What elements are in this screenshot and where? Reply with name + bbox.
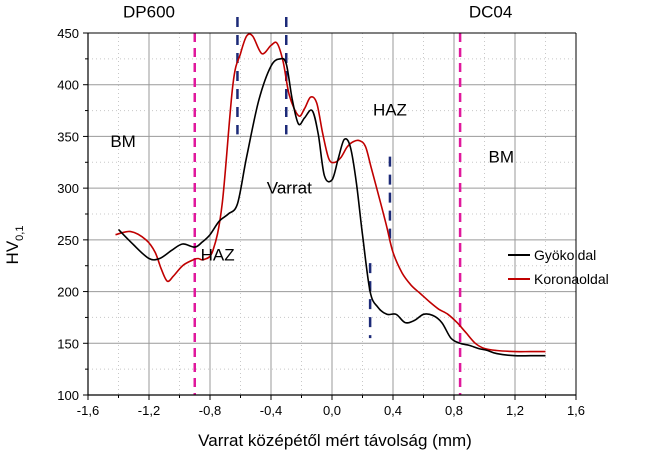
annotation-label: DC04 (469, 2, 512, 21)
y-axis-label-main: HV (3, 240, 22, 264)
series-line-koronaoldal (115, 33, 546, 353)
annotation-label: HAZ (201, 246, 235, 265)
x-tick-label: -1,2 (138, 403, 160, 418)
y-axis-label: HV0,1 (3, 226, 26, 265)
annotations: DP600 DC04 BM BM HAZ HAZ Varrat (110, 2, 514, 264)
y-tick-label: 250 (57, 233, 79, 248)
x-tick-label: -0,8 (199, 403, 221, 418)
y-tick-label: 300 (57, 181, 79, 196)
x-tick-label: 1,2 (506, 403, 524, 418)
legend: Gyökoldal Koronaoldal (508, 247, 609, 287)
legend-label: Gyökoldal (534, 247, 596, 263)
annotation-label: Varrat (267, 178, 312, 197)
annotation-label: BM (110, 132, 136, 151)
x-tick-label: 0,0 (323, 403, 341, 418)
axes (83, 32, 577, 400)
legend-label: Koronaoldal (534, 271, 609, 287)
annotation-label: DP600 (123, 2, 175, 21)
y-tick-label: 150 (57, 336, 79, 351)
x-tick-label: 0,8 (445, 403, 463, 418)
y-tick-label: 350 (57, 129, 79, 144)
x-tick-label: -1,6 (77, 403, 99, 418)
x-tick-label: 1,6 (567, 403, 585, 418)
y-tick-label: 200 (57, 285, 79, 300)
tick-labels: -1,6 -1,2 -0,8 -0,4 0,0 0,4 0,8 1,2 1,6 100 150 200… (57, 26, 585, 418)
x-axis-label: Varrat középétől mért távolság (mm) (198, 431, 472, 450)
y-tick-label: 450 (57, 26, 79, 41)
x-tick-label: -0,4 (260, 403, 282, 418)
annotation-label: HAZ (373, 101, 407, 120)
y-axis-label-sub: 0,1 (14, 226, 26, 241)
y-tick-label: 400 (57, 78, 79, 93)
x-tick-label: 0,4 (384, 403, 402, 418)
annotation-label: BM (489, 147, 515, 166)
series-line-gyokoldal (117, 57, 546, 357)
y-tick-label: 100 (57, 388, 79, 403)
series-lines (115, 33, 546, 357)
grid (88, 33, 576, 395)
